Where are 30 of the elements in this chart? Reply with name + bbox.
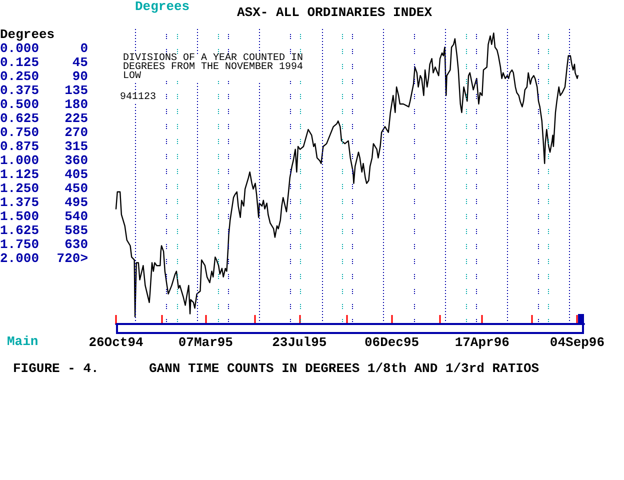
x-tick-label: 06Dec95 <box>364 335 420 350</box>
text: 1.125 405 <box>0 167 88 182</box>
x-tick-label: 04Sep96 <box>550 335 605 350</box>
text: FIGURE - 4. <box>13 361 99 376</box>
text: 1.000 360 <box>0 153 88 168</box>
text: 1.250 450 <box>0 181 88 196</box>
text: 0.750 270 <box>0 125 88 140</box>
text: 2.000 720> <box>0 251 88 266</box>
text: 0.625 225 <box>0 111 88 126</box>
text: 1.625 585 <box>0 223 88 238</box>
text: 1.750 630 <box>0 237 88 252</box>
text: 0.250 90 <box>0 69 88 84</box>
text: 0.000 0 <box>0 41 88 56</box>
text: 0.375 135 <box>0 83 88 98</box>
text: 1.375 495 <box>0 195 88 210</box>
text: 0.500 180 <box>0 97 88 112</box>
text: 1.500 540 <box>0 209 88 224</box>
annotation: 941123 <box>120 92 156 103</box>
chart-title: ASX- ALL ORDINARIES INDEX <box>237 5 432 20</box>
x-tick-label: 07Mar95 <box>178 335 234 350</box>
x-tick-label: 23Jul95 <box>272 335 327 350</box>
text: GANN TIME COUNTS IN DEGREES 1/8th AND 1/3rd RATIOS <box>149 361 540 376</box>
text: Degrees <box>0 27 55 42</box>
annotation: DIVISIONS OF A YEAR COUNTED IN DEGREES FROM THE NOVEMBER 1994 LOW <box>123 53 315 82</box>
x-tick-label: 26Oct94 <box>88 335 144 350</box>
text: 0.125 45 <box>0 55 88 70</box>
text: 0.875 315 <box>0 139 88 154</box>
x-tick-label: 17Apr96 <box>454 335 510 350</box>
text: Main <box>7 334 38 349</box>
text: Degrees <box>135 0 190 14</box>
